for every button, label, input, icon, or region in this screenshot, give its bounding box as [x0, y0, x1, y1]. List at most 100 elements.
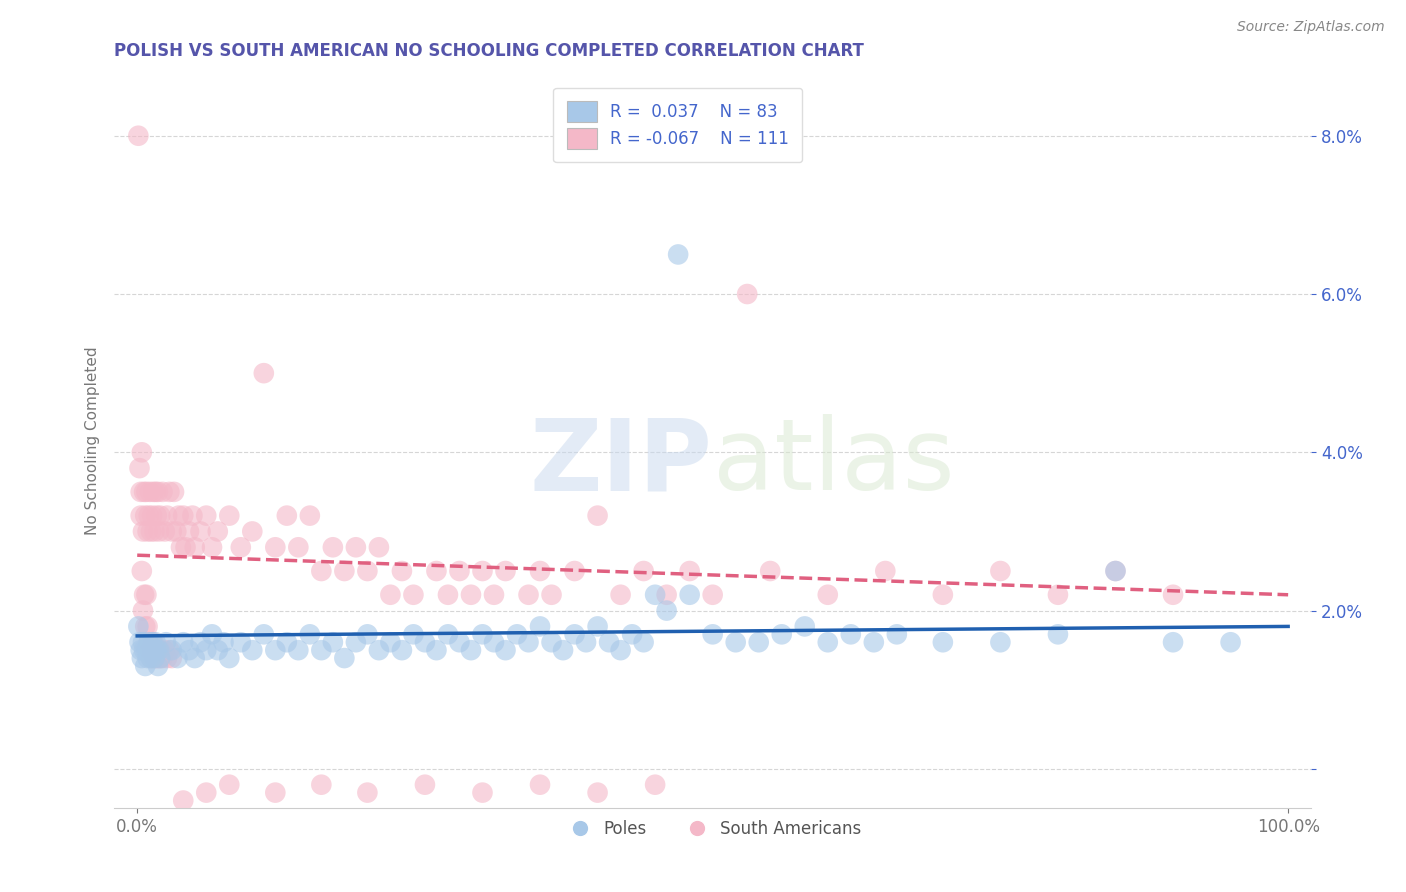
- Point: [875, 564, 897, 578]
- Point: [679, 564, 702, 578]
- Point: [367, 541, 389, 555]
- Point: [621, 627, 644, 641]
- Point: [146, 508, 169, 523]
- Point: [240, 643, 263, 657]
- Point: [311, 564, 333, 578]
- Point: [135, 484, 157, 499]
- Point: [207, 643, 229, 657]
- Point: [402, 627, 425, 641]
- Point: [990, 635, 1012, 649]
- Point: [793, 619, 815, 633]
- Point: [817, 588, 839, 602]
- Point: [356, 627, 378, 641]
- Point: [471, 627, 494, 641]
- Point: [495, 643, 517, 657]
- Point: [529, 619, 551, 633]
- Point: [172, 635, 194, 649]
- Point: [160, 643, 183, 657]
- Point: [160, 524, 183, 539]
- Point: [702, 588, 724, 602]
- Point: [145, 635, 167, 649]
- Point: [131, 564, 153, 578]
- Point: [149, 651, 172, 665]
- Point: [159, 643, 181, 657]
- Point: [195, 508, 218, 523]
- Point: [644, 588, 666, 602]
- Point: [586, 508, 609, 523]
- Point: [201, 627, 224, 641]
- Point: [165, 524, 187, 539]
- Point: [141, 643, 163, 657]
- Point: [184, 541, 207, 555]
- Point: [132, 484, 155, 499]
- Text: ZIP: ZIP: [530, 414, 713, 511]
- Point: [460, 588, 482, 602]
- Point: [138, 508, 160, 523]
- Point: [207, 524, 229, 539]
- Point: [391, 564, 413, 578]
- Point: [425, 564, 447, 578]
- Point: [139, 643, 162, 657]
- Point: [311, 643, 333, 657]
- Point: [141, 635, 163, 649]
- Point: [449, 635, 471, 649]
- Point: [735, 287, 758, 301]
- Point: [679, 588, 702, 602]
- Point: [218, 778, 240, 792]
- Point: [298, 508, 321, 523]
- Point: [146, 484, 169, 499]
- Point: [644, 778, 666, 792]
- Point: [190, 524, 212, 539]
- Point: [298, 627, 321, 641]
- Point: [702, 627, 724, 641]
- Point: [142, 643, 165, 657]
- Point: [276, 508, 298, 523]
- Point: [253, 627, 276, 641]
- Point: [138, 635, 160, 649]
- Point: [1161, 588, 1184, 602]
- Point: [139, 524, 162, 539]
- Point: [218, 508, 240, 523]
- Point: [344, 541, 367, 555]
- Point: [146, 643, 169, 657]
- Point: [990, 564, 1012, 578]
- Point: [143, 651, 166, 665]
- Point: [1046, 588, 1069, 602]
- Point: [136, 524, 159, 539]
- Point: [344, 635, 367, 649]
- Point: [356, 564, 378, 578]
- Point: [149, 643, 172, 657]
- Point: [156, 651, 179, 665]
- Point: [146, 659, 169, 673]
- Point: [564, 627, 586, 641]
- Point: [129, 643, 152, 657]
- Text: atlas: atlas: [713, 414, 955, 511]
- Point: [143, 524, 166, 539]
- Y-axis label: No Schooling Completed: No Schooling Completed: [86, 346, 100, 534]
- Point: [633, 564, 655, 578]
- Point: [276, 635, 298, 649]
- Point: [609, 643, 631, 657]
- Point: [517, 635, 540, 649]
- Point: [143, 651, 166, 665]
- Point: [586, 619, 609, 633]
- Point: [153, 643, 176, 657]
- Point: [134, 508, 156, 523]
- Point: [138, 635, 160, 649]
- Point: [551, 643, 574, 657]
- Point: [540, 588, 562, 602]
- Point: [356, 786, 378, 800]
- Point: [141, 508, 163, 523]
- Point: [170, 541, 193, 555]
- Point: [131, 651, 153, 665]
- Point: [152, 484, 174, 499]
- Point: [1046, 627, 1069, 641]
- Point: [218, 651, 240, 665]
- Point: [148, 524, 170, 539]
- Point: [148, 643, 170, 657]
- Point: [127, 619, 149, 633]
- Point: [132, 643, 155, 657]
- Point: [134, 659, 156, 673]
- Point: [166, 651, 188, 665]
- Point: [586, 786, 609, 800]
